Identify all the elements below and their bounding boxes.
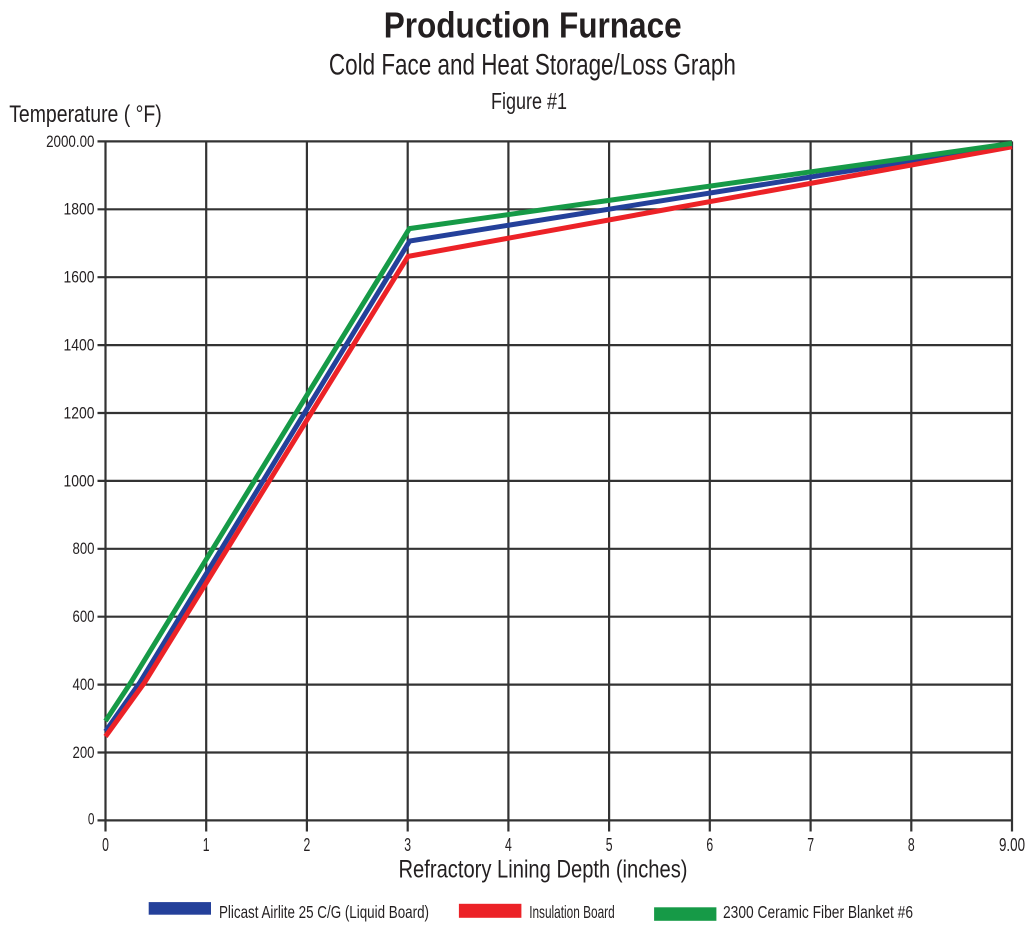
svg-text:2300 Ceramic Fiber Blanket #6: 2300 Ceramic Fiber Blanket #6 xyxy=(723,902,913,922)
svg-text:2: 2 xyxy=(304,834,311,855)
svg-text:1200: 1200 xyxy=(64,403,95,422)
svg-text:3: 3 xyxy=(404,834,411,855)
svg-text:600: 600 xyxy=(73,607,95,626)
svg-text:0: 0 xyxy=(88,810,95,829)
svg-text:200: 200 xyxy=(73,743,95,762)
svg-text:4: 4 xyxy=(505,834,512,855)
svg-text:1800: 1800 xyxy=(64,200,95,219)
svg-text:Refractory Lining Depth (inche: Refractory Lining Depth (inches) xyxy=(399,856,688,884)
svg-text:Cold Face and Heat Storage/Los: Cold Face and Heat Storage/Loss Graph xyxy=(329,49,736,82)
svg-text:Production Furnace: Production Furnace xyxy=(384,4,682,45)
svg-text:Temperature ( °F): Temperature ( °F) xyxy=(9,101,162,128)
svg-text:Insulation Board: Insulation Board xyxy=(529,902,615,922)
svg-text:9.00: 9.00 xyxy=(999,834,1025,855)
svg-text:0: 0 xyxy=(102,834,109,855)
svg-text:Plicast Airlite 25 C/G (Liquid: Plicast Airlite 25 C/G (Liquid Board) xyxy=(219,902,429,922)
svg-text:5: 5 xyxy=(606,834,613,855)
svg-text:1400: 1400 xyxy=(64,336,95,355)
svg-text:400: 400 xyxy=(73,675,95,694)
svg-text:7: 7 xyxy=(807,834,814,855)
svg-text:Figure #1: Figure #1 xyxy=(491,88,567,114)
svg-text:2000.00: 2000.00 xyxy=(46,132,94,151)
svg-text:6: 6 xyxy=(706,834,713,855)
svg-text:1: 1 xyxy=(203,834,210,855)
svg-text:800: 800 xyxy=(73,539,95,558)
svg-text:8: 8 xyxy=(908,834,915,855)
svg-text:1000: 1000 xyxy=(64,471,95,490)
svg-text:1600: 1600 xyxy=(64,268,95,287)
